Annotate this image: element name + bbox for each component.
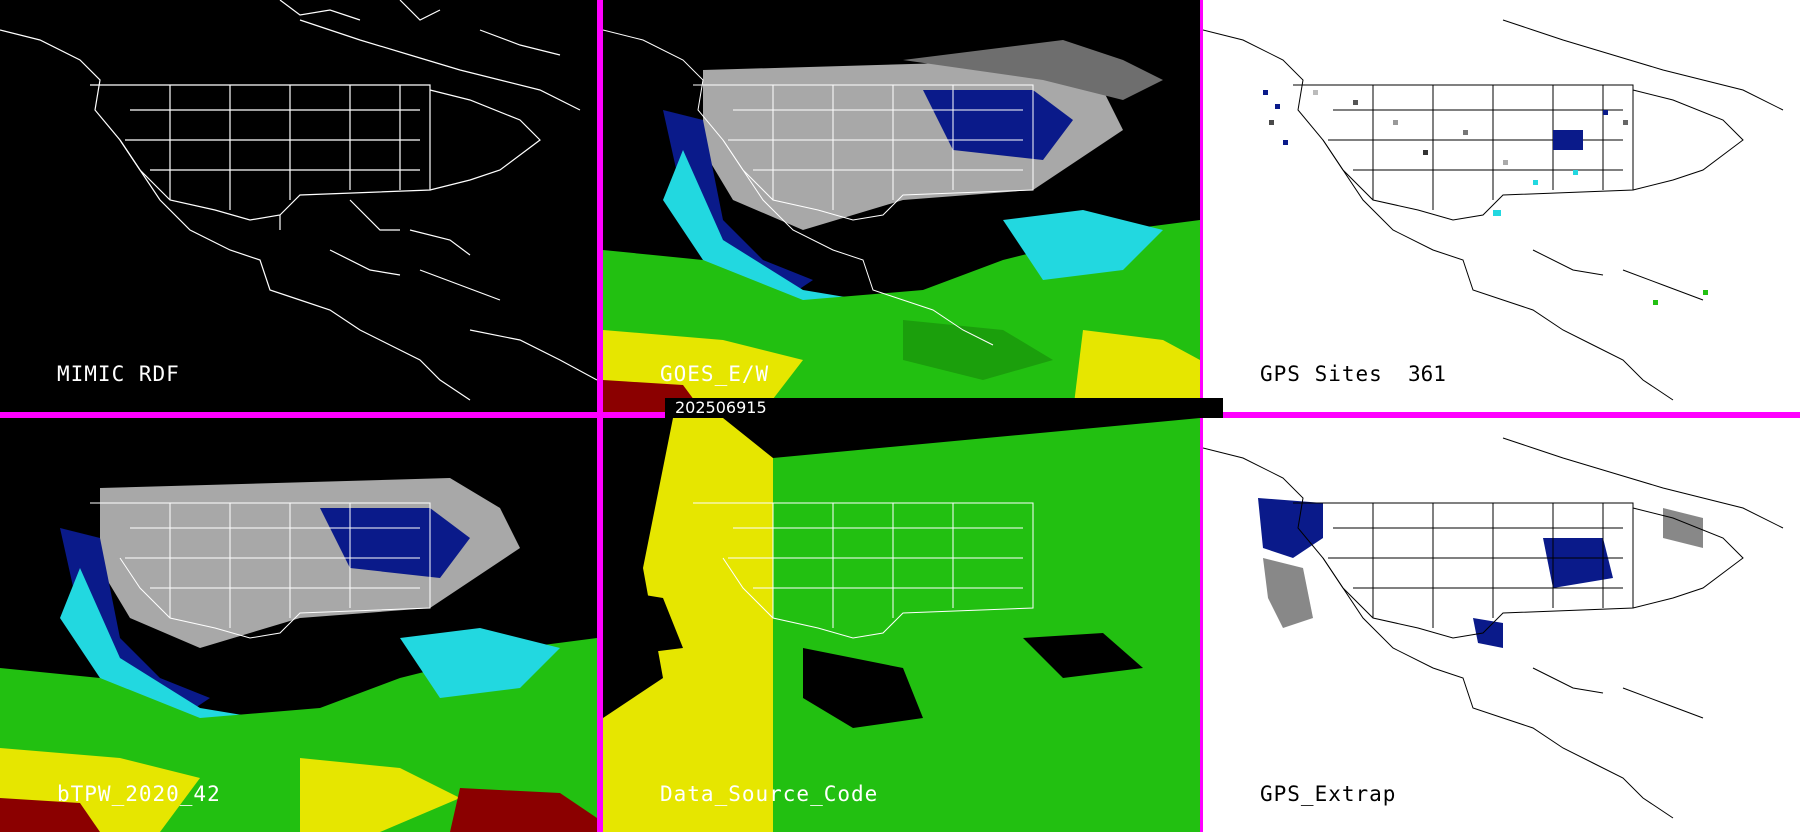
btpw-field-map <box>0 418 597 832</box>
panel-label: GOES_E/W <box>660 362 770 386</box>
panel-btpw: bTPW_2020_42 <box>0 418 597 832</box>
panel-label: GPS Sites <box>1260 362 1383 386</box>
data-source-map <box>603 418 1200 832</box>
panel-label: Data_Source_Code <box>660 782 879 806</box>
panel-label: GPS_Extrap <box>1260 782 1397 806</box>
timestamp-banner: 202506915 <box>665 398 1223 418</box>
tpw-field-map <box>603 0 1200 412</box>
panel-label: MIMIC RDF <box>57 362 180 386</box>
panel-label: bTPW_2020_42 <box>57 782 221 806</box>
gps-sites-map <box>1203 0 1800 412</box>
coastline-map <box>0 0 597 401</box>
panel-goes-ew: GOES_E/W <box>603 0 1200 412</box>
panel-gps-extrap: GPS_Extrap <box>1203 418 1800 832</box>
panel-gps-sites: GPS Sites 361 <box>1203 0 1800 412</box>
gps-extrap-map <box>1203 418 1800 832</box>
gps-site-count: 361 <box>1408 362 1446 386</box>
panel-mimic-rdf: MIMIC RDF <box>0 0 597 412</box>
panel-data-source-code: Data_Source_Code <box>603 418 1200 832</box>
